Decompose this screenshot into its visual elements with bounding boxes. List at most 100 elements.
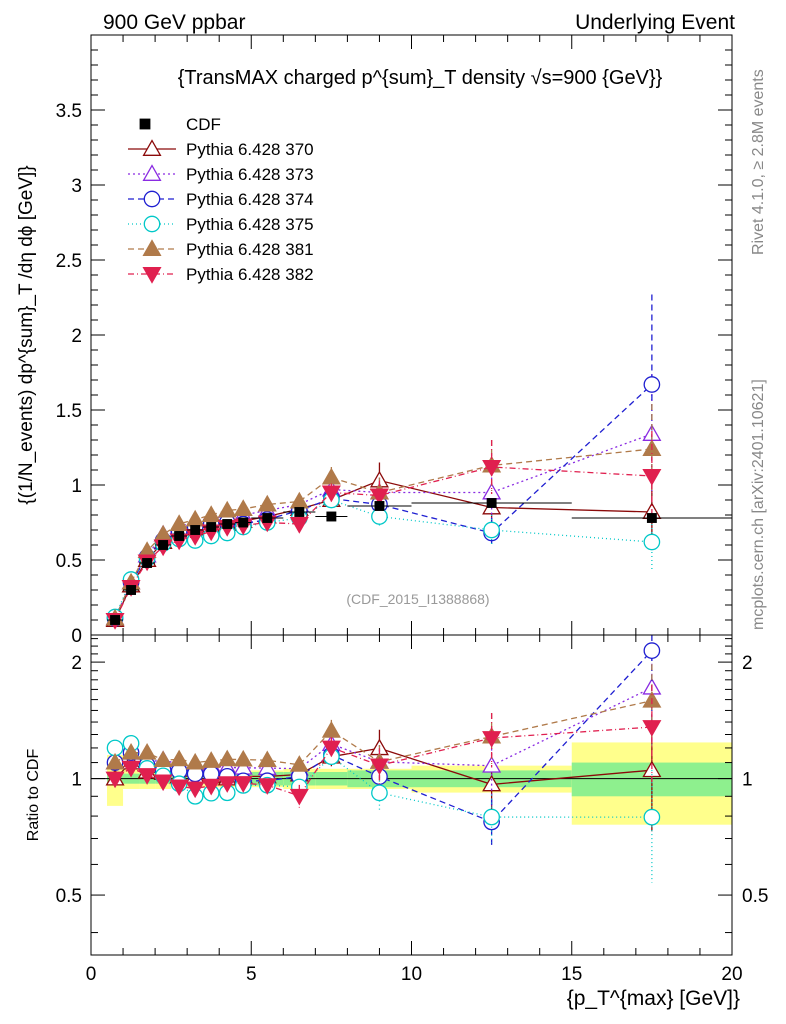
legend-label: Pythia 6.428 381 [186, 240, 314, 259]
cdf-point [374, 501, 385, 511]
series-line [114, 448, 652, 619]
x-tick-label: 20 [721, 964, 742, 985]
cdf-point [174, 531, 185, 541]
legend-marker [143, 215, 161, 233]
y-tick-label: 1.5 [56, 401, 82, 422]
ratio-point [185, 781, 205, 799]
ratio-point [185, 752, 205, 770]
cdf-point [646, 513, 657, 523]
ratio-point [369, 758, 389, 776]
ratio-plot-panel: 0 5 10 15 20 0.5 0.5 1 1 2 2 Ratio to CDF {p_T^{ma… [25, 634, 768, 1010]
ratio-y-tick-label-right: 0.5 [742, 886, 768, 907]
legend-marker [143, 190, 161, 208]
cdf-point [486, 498, 497, 508]
main-y-axis-label: {(1/N_events) dp^{sum}_T /dη dϕ [GeV]} [16, 165, 37, 504]
x-tick-label: 5 [246, 964, 257, 985]
ratio-point [643, 808, 661, 826]
ratio-point [371, 784, 388, 802]
series-line [114, 384, 653, 619]
ratio-y-axis-label: Ratio to CDF [25, 749, 42, 842]
y-tick-label: 2 [71, 326, 82, 347]
legend-label: Pythia 6.428 374 [186, 190, 314, 209]
legend-entry-0: Pythia 6.428 370 [128, 139, 314, 159]
series-point [185, 509, 205, 527]
legend-marker [139, 118, 151, 130]
cdf-point [222, 519, 233, 529]
main-plot-panel: 0 0.5 1 1.5 2 2.5 3 3.5 {TransMAX charged p^{su… [16, 34, 733, 647]
cdf-point [206, 522, 217, 532]
ratio-point [153, 774, 173, 792]
series-point [289, 491, 309, 509]
header-right-label: Underlying Event [575, 11, 735, 34]
ratio-point [137, 768, 157, 785]
series-2 [106, 294, 661, 627]
main-series-layer [105, 294, 732, 630]
main-axis-ticks: 0 0.5 1 1.5 2 2.5 3 3.5 [56, 35, 733, 647]
series-point [201, 505, 221, 522]
x-axis-label: {p_T^{max} [GeV]} [567, 987, 740, 1010]
y-tick-label: 2.5 [56, 251, 82, 272]
ratio-point [642, 720, 662, 737]
ratio-point [233, 749, 253, 767]
legend-entry-1: Pythia 6.428 373 [128, 164, 314, 184]
series-point [483, 521, 500, 539]
y-tick-label: 0.5 [56, 551, 82, 572]
legend-entry-5: Pythia 6.428 382 [128, 265, 314, 284]
series-point [643, 533, 661, 551]
series-point [643, 376, 661, 393]
x-tick-label: 0 [86, 964, 97, 985]
cdf-point [262, 513, 273, 523]
series-point [217, 500, 237, 518]
ratio-axis-ticks: 0 5 10 15 20 0.5 0.5 1 1 2 2 [56, 635, 768, 985]
ratio-y-tick-label: 1 [71, 770, 82, 791]
ratio-y-tick-label: 0.5 [56, 886, 82, 907]
legend-label: Pythia 6.428 373 [186, 165, 314, 184]
ratio-point [643, 642, 661, 660]
series-point [371, 508, 388, 525]
legend-marker [142, 164, 162, 181]
legend-label: CDF [186, 115, 221, 134]
ratio-point [121, 760, 141, 778]
ratio-point [289, 755, 309, 772]
ratio-y-tick-label: 2 [71, 653, 82, 674]
cdf-point [190, 525, 201, 535]
ratio-point [257, 750, 277, 768]
ratio-point [201, 751, 221, 768]
x-tick-label: 15 [561, 964, 582, 985]
legend-marker [142, 267, 162, 284]
ratio-y-tick-label-right: 2 [742, 653, 753, 674]
y-tick-label: 3 [71, 176, 82, 197]
series-point [482, 460, 502, 477]
legend-marker [142, 239, 162, 256]
x-tick-label: 10 [401, 964, 422, 985]
rivet-version-label: Rivet 4.1.0, ≥ 2.8M events [750, 69, 767, 255]
ratio-point [217, 776, 237, 793]
ratio-series-layer [105, 635, 662, 883]
ratio-point [137, 742, 157, 760]
series-point [369, 488, 389, 506]
ratio-point [169, 779, 189, 797]
cdf-point [142, 558, 153, 568]
ratio-point [289, 788, 309, 806]
legend-label: Pythia 6.428 370 [186, 140, 314, 159]
legend-label: Pythia 6.428 382 [186, 265, 314, 284]
ratio-point [482, 756, 502, 773]
ratio-point [321, 721, 341, 738]
ratio-point [483, 808, 500, 826]
legend-entry-4: Pythia 6.428 381 [128, 239, 314, 259]
legend: CDF Pythia 6.428 370 Pythia 6.428 373 Pythi… [128, 115, 314, 284]
cdf-point [158, 540, 169, 550]
y-tick-label: 3.5 [56, 101, 82, 122]
series-point [642, 469, 662, 486]
ratio-series-5 [105, 685, 662, 808]
ratio-point [105, 771, 125, 789]
ratio-point [201, 778, 221, 796]
series-point [289, 517, 309, 534]
chart-title: {TransMAX charged p^{sum}_T density √s=9… [178, 67, 663, 89]
series-point [321, 467, 341, 485]
legend-entry-cdf: CDF [139, 115, 221, 134]
ratio-point [217, 749, 237, 767]
ratio-point [321, 740, 341, 758]
y-tick-label: 1 [71, 476, 82, 497]
cdf-point [238, 517, 249, 528]
